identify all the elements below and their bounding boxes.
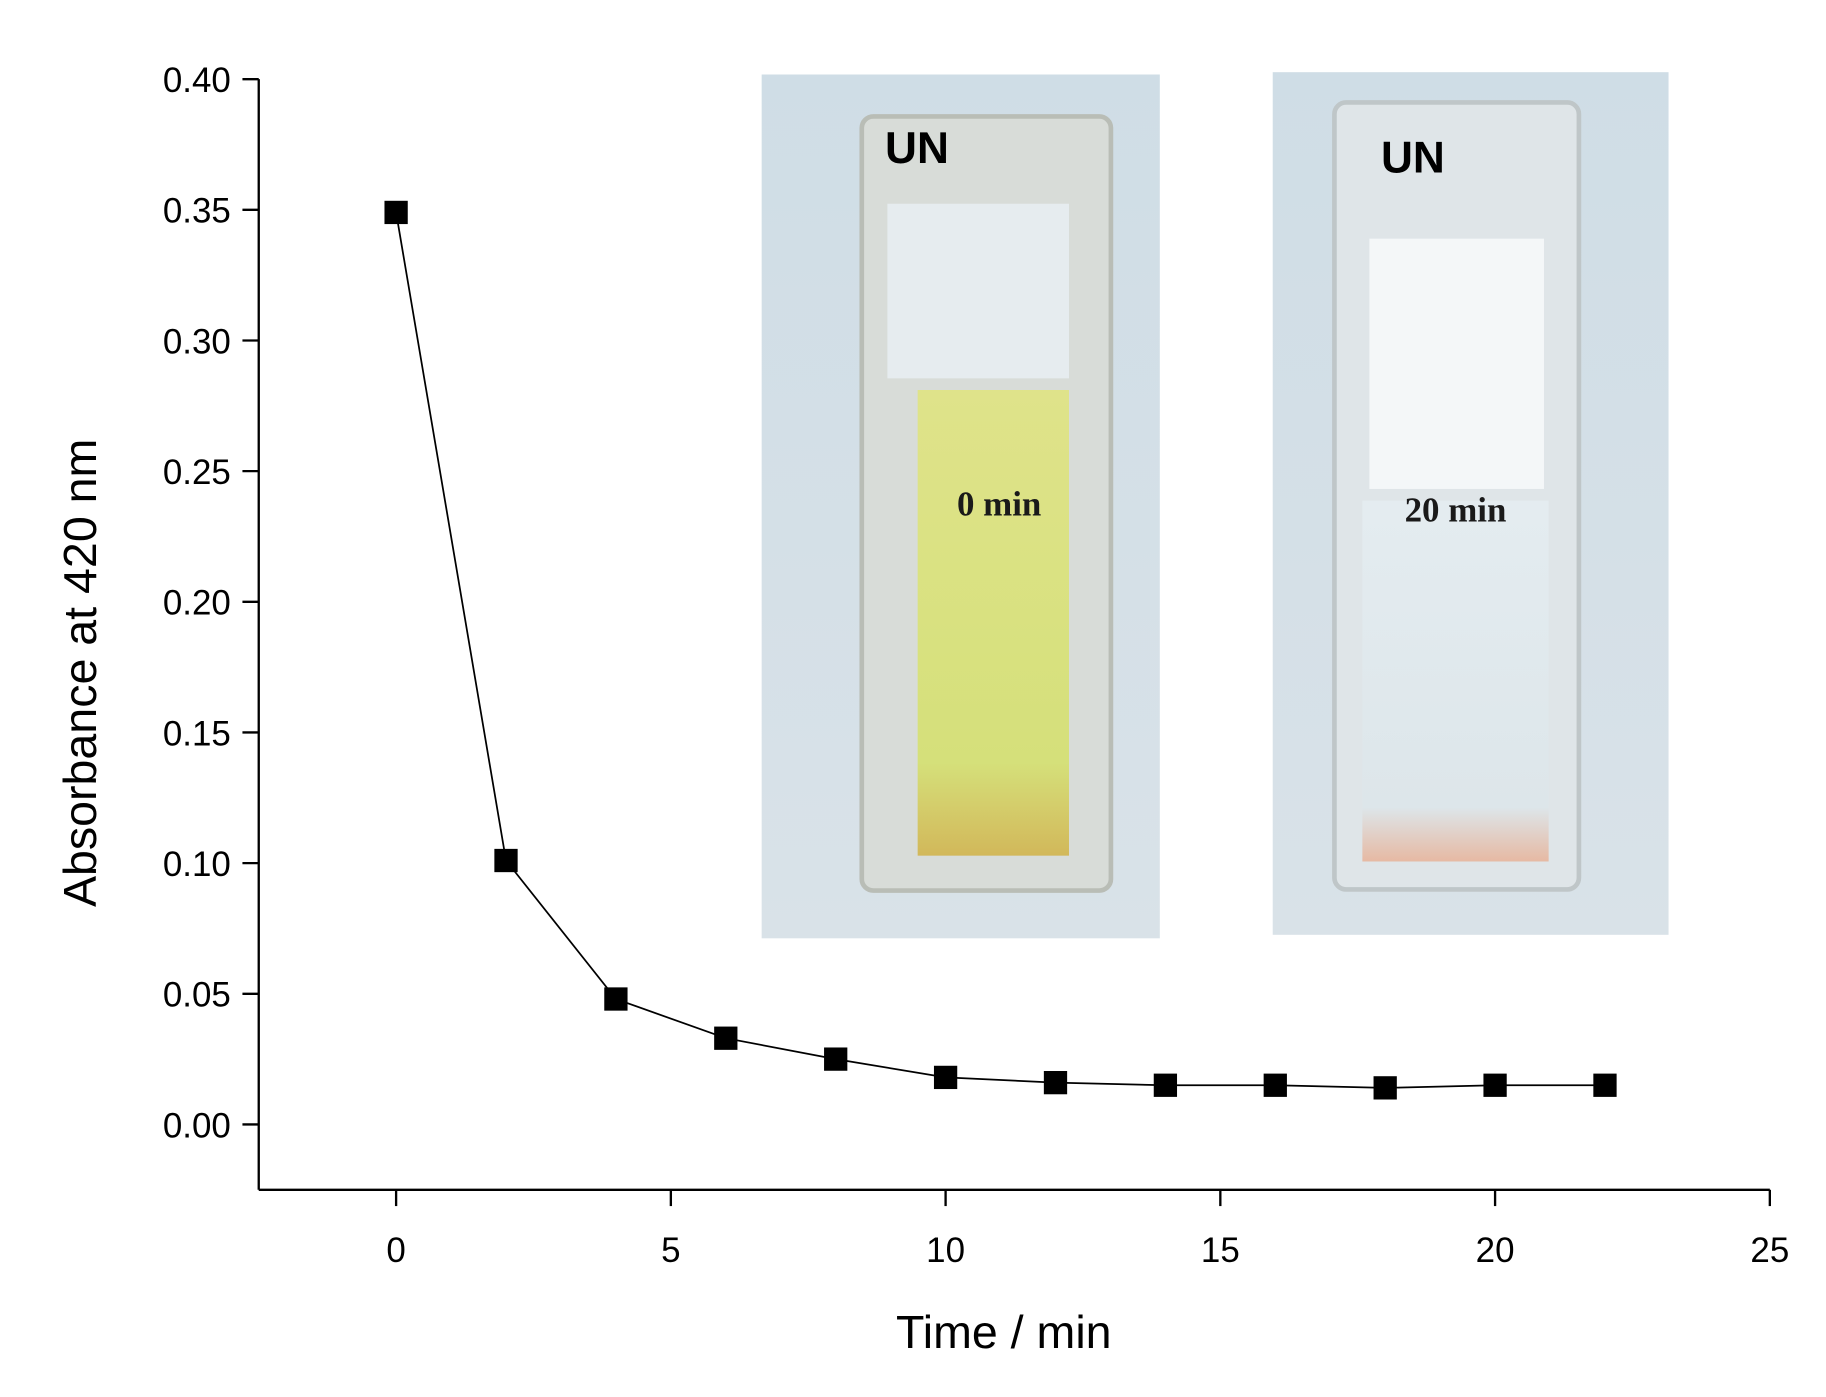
x-tick-label: 15 xyxy=(1201,1231,1240,1270)
y-tick-label: 0.30 xyxy=(163,322,231,361)
data-point xyxy=(1043,1070,1068,1095)
data-point xyxy=(824,1047,848,1071)
x-axis-label: Time / min xyxy=(896,1306,1112,1358)
x-tick-label: 10 xyxy=(926,1231,965,1270)
cuvette-headspace xyxy=(887,203,1069,379)
cuvette-liquid xyxy=(1362,500,1549,862)
data-point xyxy=(1263,1073,1287,1097)
series-line xyxy=(395,212,1605,1089)
data-point xyxy=(384,200,408,225)
cuvette-brand: UN xyxy=(1381,133,1445,182)
y-tick-label: 0.40 xyxy=(163,61,231,100)
data-point xyxy=(1593,1073,1617,1097)
x-tick-label: 5 xyxy=(661,1231,680,1270)
y-tick-label: 0.05 xyxy=(163,976,231,1015)
y-tick-label: 0.15 xyxy=(163,714,231,753)
data-point xyxy=(714,1026,738,1050)
y-tick-label: 0.10 xyxy=(163,845,231,884)
data-point xyxy=(494,848,518,873)
photo-20min: UN xyxy=(1272,72,1669,935)
data-point xyxy=(1483,1073,1507,1097)
x-tick-label: 25 xyxy=(1750,1231,1789,1270)
data-point xyxy=(604,987,628,1011)
cuvette-liquid xyxy=(917,389,1069,856)
cuvette-headspace xyxy=(1369,238,1544,489)
y-tick-label: 0.20 xyxy=(163,584,231,623)
photo-label: 0 min xyxy=(957,485,1041,524)
cuvette-brand: UN xyxy=(885,124,949,173)
data-point xyxy=(933,1065,958,1090)
data-point xyxy=(1373,1076,1397,1100)
y-axis-label: Absorbance at 420 nm xyxy=(54,439,106,907)
y-tick-label: 0.00 xyxy=(163,1106,231,1145)
x-tick-label: 20 xyxy=(1476,1231,1515,1270)
x-tick-label: 0 xyxy=(386,1231,405,1270)
data-point xyxy=(1153,1073,1178,1097)
y-tick-label: 0.25 xyxy=(163,453,231,492)
photo-0min: UN xyxy=(761,74,1160,939)
photo-label: 20 min xyxy=(1405,491,1507,530)
y-tick-label: 0.35 xyxy=(163,192,231,231)
